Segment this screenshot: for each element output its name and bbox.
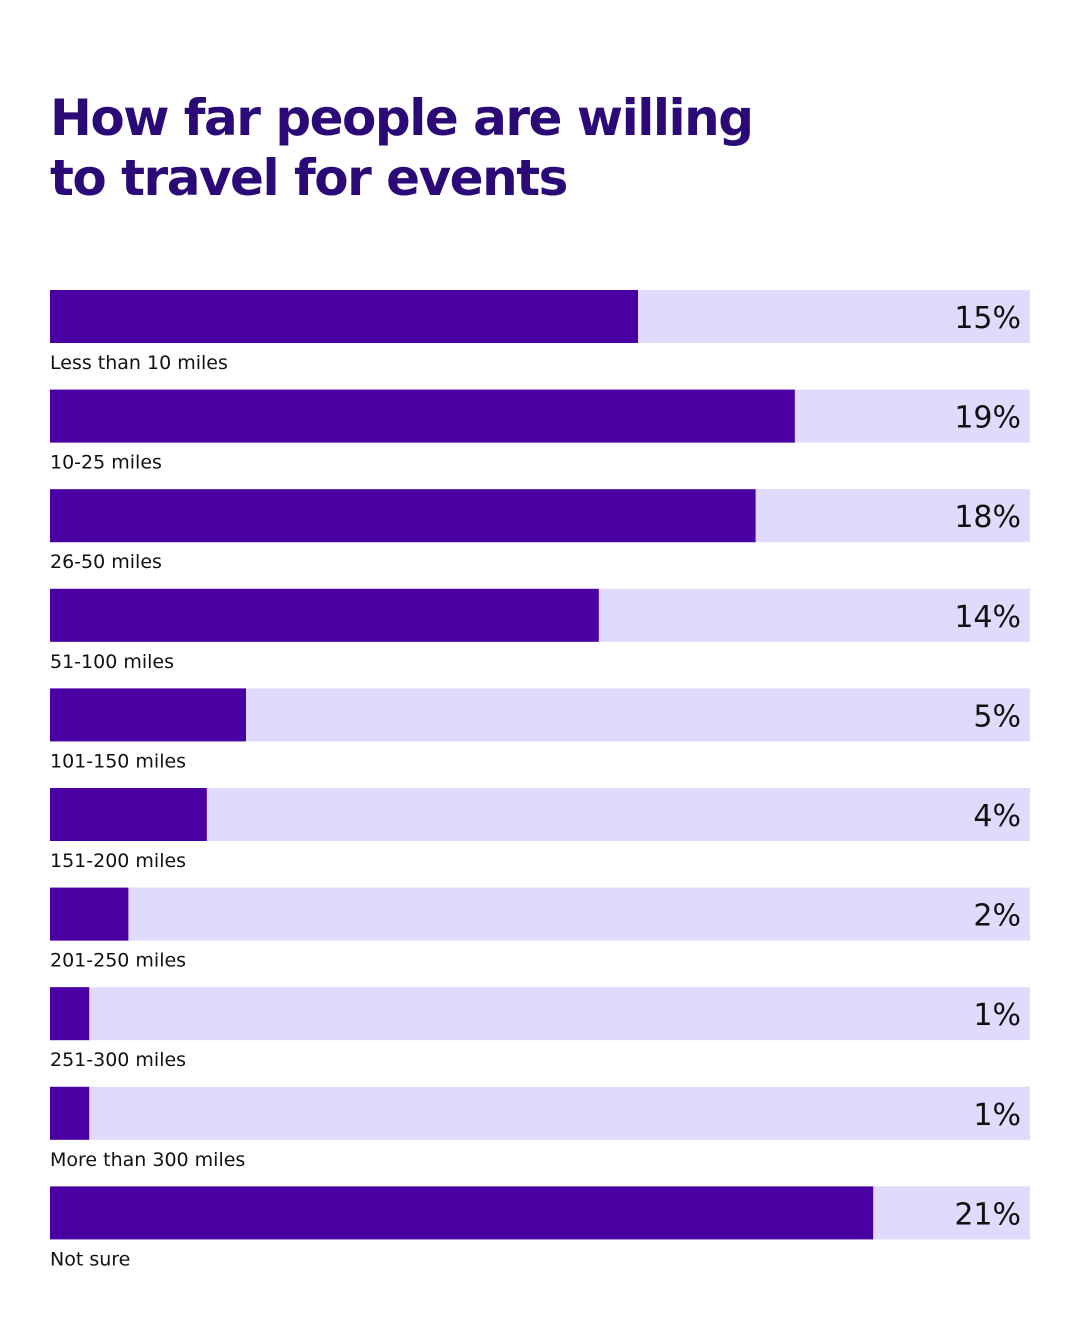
bar [50, 887, 129, 941]
chart-title: How far people are willing to travel for… [50, 88, 950, 208]
bar [50, 688, 246, 742]
bar-value-label: 15% [954, 301, 1021, 336]
bar-track [50, 987, 1030, 1041]
bar-track [50, 1086, 1030, 1140]
bar-row: 1% More than 300 miles [50, 1086, 1030, 1171]
bar [50, 987, 90, 1041]
bar [50, 1186, 874, 1240]
bar-value-label: 19% [954, 401, 1021, 436]
bar-row: 2% 201-250 miles [50, 887, 1030, 972]
bar-category-label: 101-150 miles [50, 750, 186, 772]
bar-category-label: More than 300 miles [50, 1149, 245, 1171]
bar-category-label: 10-25 miles [50, 452, 162, 474]
bar [50, 389, 795, 443]
bar-row: 4% 151-200 miles [50, 788, 1030, 872]
bar-value-label: 1% [973, 998, 1021, 1033]
bar-row: 21% Not sure [50, 1186, 1030, 1270]
chart-title-line-2: to travel for events [50, 149, 568, 207]
bar-track [50, 788, 1030, 841]
bar-value-label: 4% [973, 799, 1021, 834]
bar-row: 5% 101-150 miles [50, 688, 1030, 772]
bar-row: 14% 51-100 miles [50, 588, 1030, 673]
bar-category-label: 251-300 miles [50, 1049, 186, 1071]
bar-category-label: Not sure [50, 1248, 130, 1270]
bar [50, 489, 756, 543]
bar-category-label: 151-200 miles [50, 850, 186, 872]
bar-value-label: 14% [954, 600, 1021, 635]
bar-value-label: 5% [973, 699, 1021, 734]
bar-value-label: 18% [954, 500, 1021, 535]
bar-category-label: 26-50 miles [50, 551, 162, 573]
bar-value-label: 2% [973, 899, 1021, 934]
bar-value-label: 1% [973, 1098, 1021, 1133]
chart-title-line-1: How far people are willing [50, 89, 754, 147]
bar-category-label: 201-250 miles [50, 950, 186, 972]
bar-track [50, 887, 1030, 941]
bar [50, 588, 599, 642]
bar-row: 1% 251-300 miles [50, 987, 1030, 1071]
bar-row: 19% 10-25 miles [50, 389, 1030, 474]
bar-row: 18% 26-50 miles [50, 489, 1030, 573]
bar [50, 290, 638, 343]
bar-value-label: 21% [954, 1197, 1021, 1232]
bar-category-label: 51-100 miles [50, 651, 174, 673]
bar [50, 1086, 90, 1140]
bar-category-label: Less than 10 miles [50, 352, 228, 374]
bar [50, 788, 207, 841]
bar-row: 15% Less than 10 miles [50, 290, 1030, 374]
